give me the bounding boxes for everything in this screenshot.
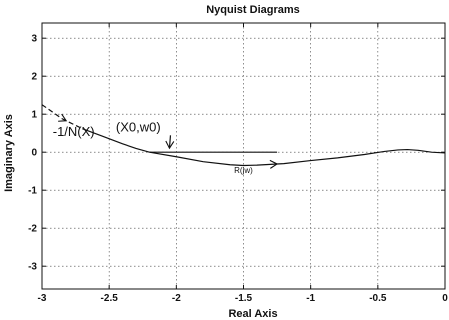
series-line-1-n-x-dashed (41, 104, 83, 130)
x-tick-label: -0.5 (369, 293, 387, 304)
y-tick-label: 3 (31, 34, 37, 45)
annotation-pointer (168, 135, 172, 149)
axis-ticks: -3 -2.5 -2 -1.5 -1 -0.5 0 3 2 1 0 -1 -2 -3 (28, 23, 448, 304)
x-tick-label: 0 (442, 293, 448, 304)
series-line-1-n-x (82, 128, 150, 153)
grid (41, 23, 446, 289)
y-tick-label: -3 (28, 262, 37, 273)
annotation-rjw: R(jw) (234, 166, 253, 175)
y-tick-label: -1 (28, 186, 37, 197)
annotation-intersect: (X0,w0) (116, 119, 161, 134)
direction-arrow (165, 140, 175, 150)
x-tick-label: -1.5 (235, 293, 253, 304)
x-tick-label: -2.5 (101, 293, 119, 304)
annotation-describing: -1/N(X) (53, 124, 95, 139)
x-tick-label: -3 (38, 293, 47, 304)
direction-arrow (58, 113, 68, 122)
y-tick-label: -2 (28, 224, 37, 235)
x-axis-label: Real Axis (228, 308, 277, 320)
series-line-r-jw (149, 148, 446, 167)
chart-title: Nyquist Diagrams (206, 4, 300, 16)
x-tick-label: -1 (306, 293, 315, 304)
annotations: (X0,w0) -1/N(X) R(jw) (53, 119, 253, 175)
y-axis-label: Imaginary Axis (3, 114, 15, 192)
direction-arrow (269, 159, 279, 169)
plot-frame (41, 22, 446, 290)
y-tick-label: 0 (31, 148, 37, 159)
y-tick-label: 2 (31, 72, 37, 83)
y-tick-label: 1 (31, 110, 37, 121)
series (41, 104, 446, 169)
x-tick-label: -2 (172, 293, 181, 304)
